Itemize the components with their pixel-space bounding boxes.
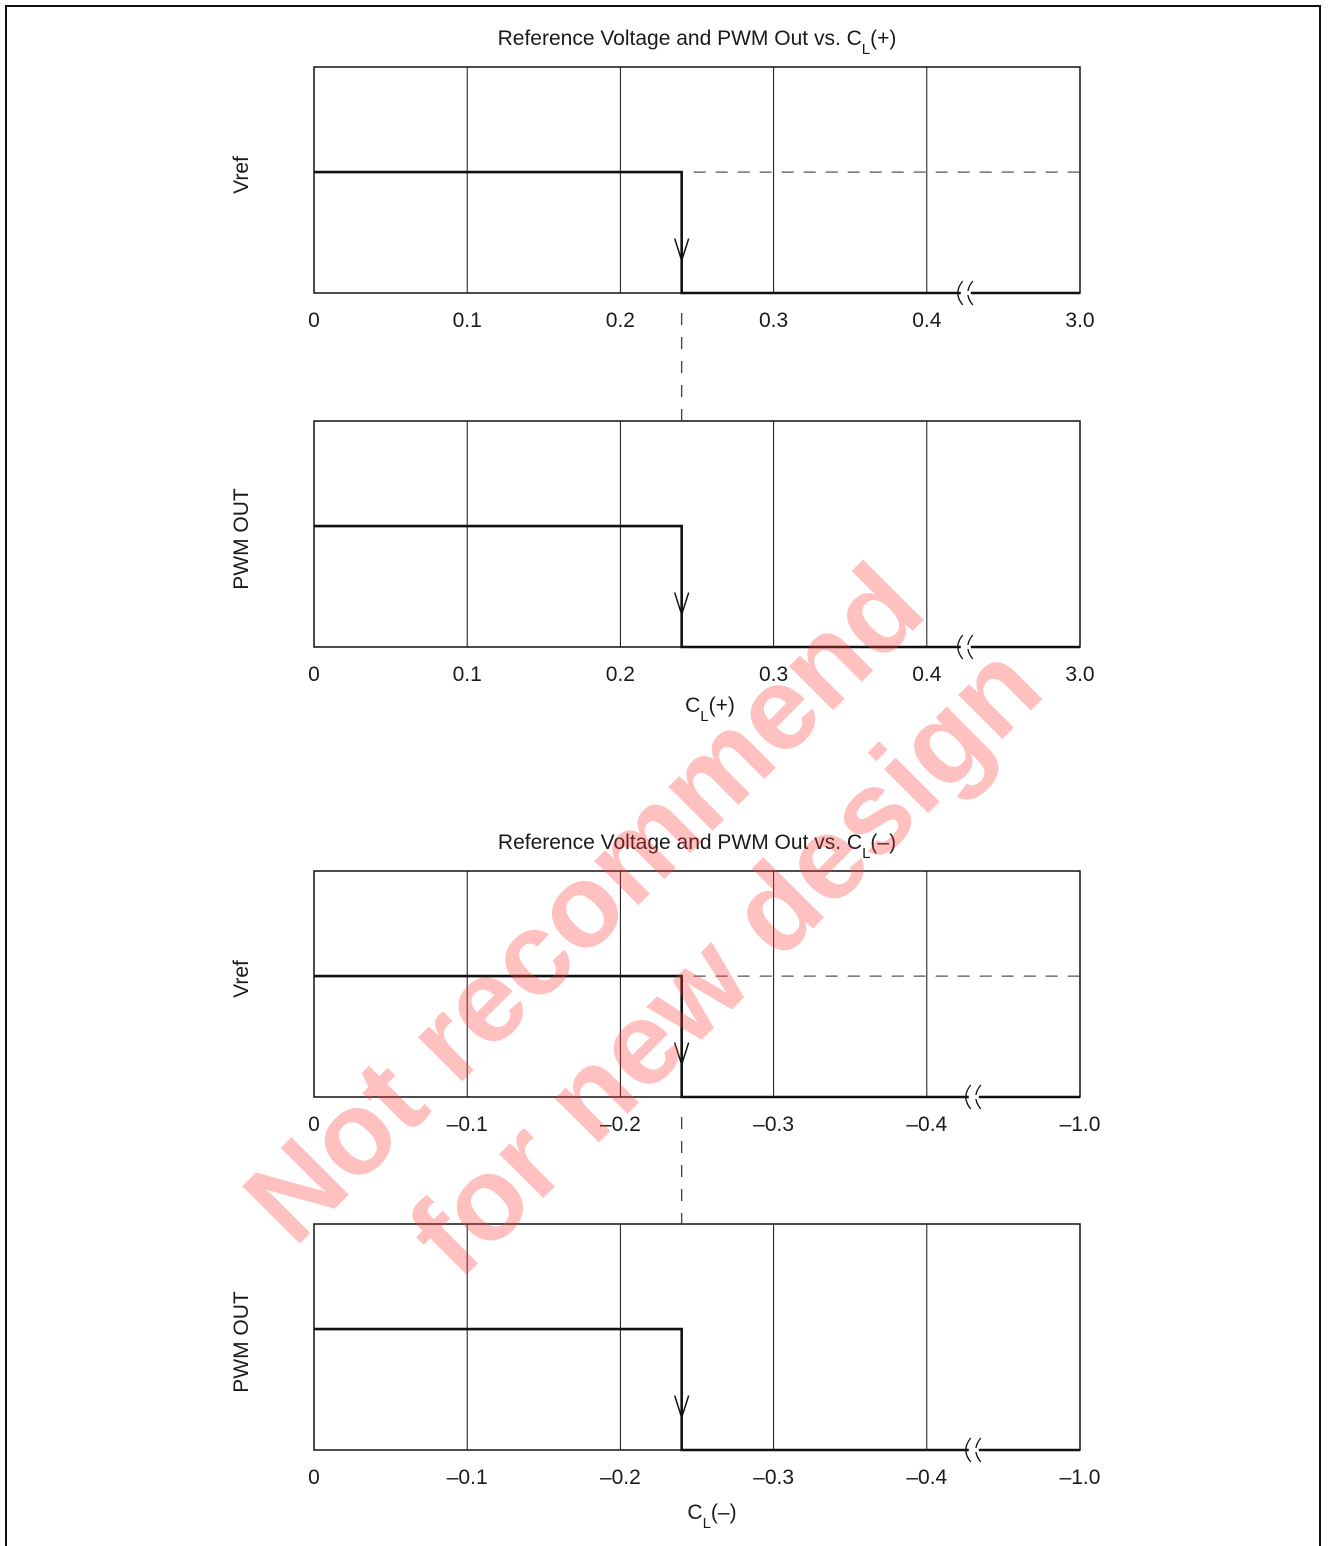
x-tick-label: –0.4 [906, 1113, 947, 1136]
series-step-line [314, 974, 1080, 1099]
chart-title-positive: Reference Voltage and PWM Out vs. CL(+) [498, 27, 897, 58]
x-tick-label: 0 [308, 1113, 320, 1136]
x-tick-label: 3.0 [1065, 309, 1094, 332]
edge-arrow [673, 1395, 690, 1421]
axis-break-mark [965, 1084, 972, 1110]
x-tick-label: 0.1 [453, 309, 482, 332]
x-tick-label: 0.4 [912, 663, 942, 686]
x-tick-label: 0.4 [912, 309, 942, 332]
x-tick-label: –1.0 [1060, 1113, 1101, 1136]
series-step-line [314, 524, 1080, 649]
x-tick-label: 0 [308, 663, 320, 686]
axis-break-gap [968, 1095, 979, 1099]
x-tick-label: 0 [308, 1466, 320, 1489]
plot-frame [313, 1223, 1081, 1451]
x-tick-label: –0.1 [447, 1466, 488, 1489]
edge-arrow [673, 238, 690, 264]
x-axis-label-negative: CL(–) [687, 1501, 736, 1532]
axis-break-mark [957, 634, 964, 660]
y-axis-label: PWM OUT [230, 488, 253, 590]
x-tick-label: 3.0 [1065, 663, 1094, 686]
x-tick-label: 0.3 [759, 309, 788, 332]
axis-break-mark [965, 1437, 972, 1463]
chart-title-negative: Reference Voltage and PWM Out vs. CL(–) [498, 831, 896, 862]
x-tick-label: –0.3 [753, 1113, 794, 1136]
x-tick-label: –0.2 [600, 1113, 641, 1136]
axis-break-mark [957, 280, 964, 306]
x-tick-label: –0.2 [600, 1466, 641, 1489]
y-axis-label: Vref [230, 156, 253, 194]
series-step-line [314, 1327, 1080, 1452]
axis-break-gap [960, 645, 971, 649]
edge-arrow [673, 1042, 690, 1068]
figure-frame [5, 5, 1321, 1546]
x-tick-label: –1.0 [1060, 1466, 1101, 1489]
x-tick-label: 0.1 [453, 663, 482, 686]
x-tick-label: –0.1 [447, 1113, 488, 1136]
y-axis-label: PWM OUT [230, 1291, 253, 1393]
panels-group: 0 0.1 0.2 0.3 0.4 3.0 Vref 0 0.1 0.2 0.3 0.4 3.0 PWM … [230, 66, 1101, 1489]
x-tick-label: –0.4 [906, 1466, 947, 1489]
y-axis-label: Vref [230, 960, 253, 998]
x-tick-label: –0.3 [753, 1466, 794, 1489]
edge-arrow [673, 592, 690, 618]
x-tick-label: 0.3 [759, 663, 788, 686]
x-tick-label: 0.2 [606, 663, 635, 686]
x-tick-label: 0 [308, 309, 320, 332]
axis-break-gap [960, 291, 971, 295]
plot-frame [313, 66, 1081, 294]
axis-break-gap [968, 1448, 979, 1452]
plot-frame [313, 420, 1081, 648]
x-tick-label: 0.2 [606, 309, 635, 332]
x-axis-label-positive: CL(+) [685, 694, 735, 725]
series-step-line [314, 170, 1080, 295]
